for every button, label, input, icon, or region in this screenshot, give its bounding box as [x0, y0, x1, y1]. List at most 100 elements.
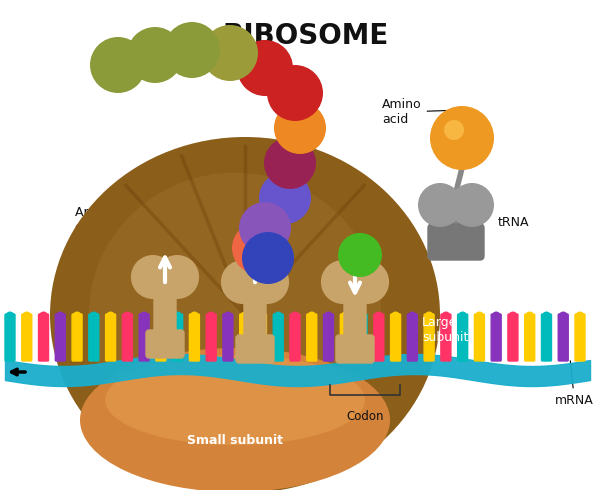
Circle shape [281, 79, 301, 99]
Circle shape [257, 312, 266, 320]
FancyBboxPatch shape [223, 314, 233, 361]
FancyBboxPatch shape [189, 314, 200, 361]
Circle shape [190, 312, 199, 320]
Circle shape [223, 312, 233, 320]
FancyBboxPatch shape [240, 314, 250, 361]
FancyBboxPatch shape [72, 314, 82, 361]
FancyBboxPatch shape [156, 314, 166, 361]
Circle shape [559, 312, 568, 320]
FancyBboxPatch shape [5, 314, 15, 361]
Text: Large
subunit: Large subunit [422, 316, 468, 344]
Circle shape [542, 312, 551, 320]
Circle shape [90, 37, 146, 93]
Ellipse shape [105, 355, 365, 445]
Circle shape [157, 312, 165, 320]
Circle shape [73, 312, 81, 320]
Circle shape [458, 312, 467, 320]
Circle shape [140, 312, 149, 320]
FancyBboxPatch shape [55, 314, 65, 361]
FancyBboxPatch shape [428, 224, 484, 260]
FancyBboxPatch shape [256, 314, 266, 361]
FancyBboxPatch shape [357, 314, 367, 361]
Circle shape [324, 312, 333, 320]
FancyBboxPatch shape [139, 314, 149, 361]
Circle shape [267, 65, 323, 121]
Circle shape [207, 312, 215, 320]
FancyBboxPatch shape [336, 335, 374, 363]
FancyBboxPatch shape [206, 314, 216, 361]
Circle shape [450, 183, 494, 227]
FancyBboxPatch shape [236, 335, 274, 363]
FancyBboxPatch shape [524, 314, 535, 361]
Circle shape [341, 312, 350, 320]
Circle shape [22, 312, 31, 320]
FancyBboxPatch shape [408, 314, 417, 361]
Circle shape [444, 120, 464, 140]
Circle shape [274, 312, 283, 320]
Circle shape [106, 312, 115, 320]
Circle shape [104, 51, 124, 71]
Text: tRNA: tRNA [498, 216, 529, 228]
Circle shape [408, 312, 417, 320]
Ellipse shape [50, 137, 440, 490]
Circle shape [307, 312, 316, 320]
Circle shape [321, 260, 365, 304]
Circle shape [357, 312, 367, 320]
Circle shape [251, 54, 271, 74]
FancyBboxPatch shape [441, 314, 451, 361]
Circle shape [391, 312, 400, 320]
FancyBboxPatch shape [508, 314, 518, 361]
Circle shape [264, 137, 316, 189]
FancyBboxPatch shape [458, 314, 468, 361]
Circle shape [127, 27, 183, 83]
Circle shape [89, 312, 99, 320]
Circle shape [375, 312, 383, 320]
Circle shape [6, 312, 15, 320]
Circle shape [475, 312, 484, 320]
Circle shape [202, 25, 258, 81]
Text: Small subunit: Small subunit [187, 434, 283, 446]
Circle shape [575, 312, 584, 320]
FancyBboxPatch shape [443, 193, 469, 232]
Circle shape [338, 233, 382, 277]
Circle shape [178, 36, 198, 56]
Circle shape [277, 150, 295, 168]
FancyBboxPatch shape [154, 286, 176, 335]
FancyBboxPatch shape [491, 314, 501, 361]
Circle shape [39, 312, 48, 320]
Circle shape [240, 312, 249, 320]
FancyBboxPatch shape [244, 291, 266, 340]
FancyBboxPatch shape [22, 314, 32, 361]
FancyBboxPatch shape [390, 314, 401, 361]
Circle shape [239, 202, 291, 254]
FancyBboxPatch shape [273, 314, 283, 361]
FancyBboxPatch shape [542, 314, 551, 361]
Text: Amino acid
chain (protein): Amino acid chain (protein) [75, 139, 267, 234]
Circle shape [131, 255, 175, 299]
Circle shape [425, 312, 434, 320]
FancyBboxPatch shape [173, 314, 182, 361]
Circle shape [173, 312, 182, 320]
FancyBboxPatch shape [122, 314, 132, 361]
FancyBboxPatch shape [106, 314, 116, 361]
Circle shape [491, 312, 501, 320]
Circle shape [216, 39, 236, 59]
FancyBboxPatch shape [558, 314, 568, 361]
Text: Codon: Codon [346, 410, 384, 423]
Circle shape [155, 255, 199, 299]
Circle shape [430, 106, 494, 170]
Text: mRNA: mRNA [555, 361, 594, 407]
FancyBboxPatch shape [474, 314, 485, 361]
Circle shape [237, 40, 293, 96]
FancyBboxPatch shape [324, 314, 334, 361]
Circle shape [259, 172, 311, 224]
Circle shape [123, 312, 132, 320]
Circle shape [272, 185, 290, 203]
Circle shape [441, 312, 450, 320]
FancyBboxPatch shape [575, 314, 585, 361]
Circle shape [287, 115, 305, 133]
Circle shape [221, 260, 265, 304]
Ellipse shape [89, 172, 381, 457]
Circle shape [418, 183, 462, 227]
FancyBboxPatch shape [307, 314, 317, 361]
